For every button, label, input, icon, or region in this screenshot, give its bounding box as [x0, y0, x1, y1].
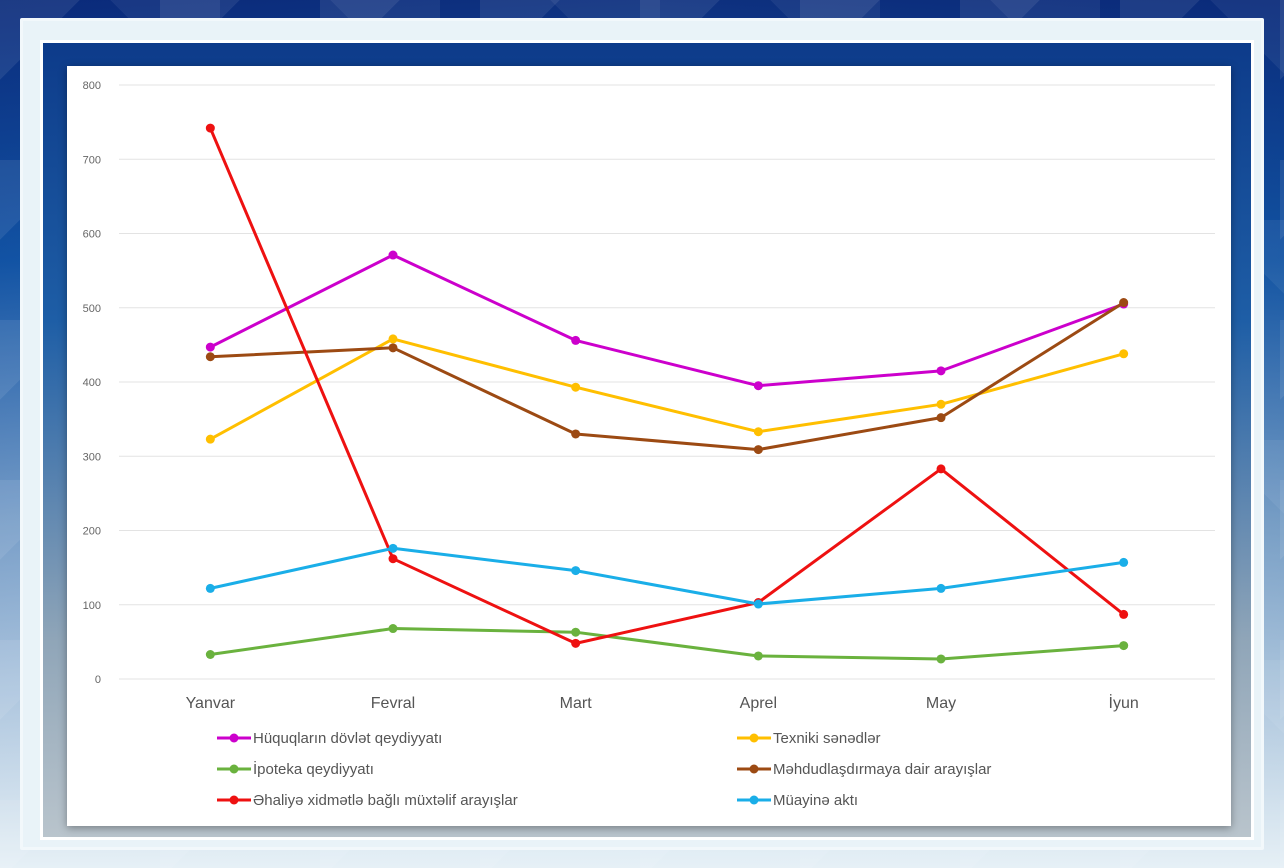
x-tick-label: Fevral: [371, 695, 415, 712]
x-tick-label: Aprel: [740, 695, 777, 712]
legend-label: Hüquqların dövlət qeydiyyatı: [253, 730, 442, 747]
y-tick-label: 200: [83, 526, 101, 538]
legend-label: Məhdudlaşdırmaya dair arayışlar: [773, 761, 991, 778]
series-line: [209, 546, 1124, 606]
data-point: [205, 342, 215, 352]
x-tick-label: Mart: [560, 695, 593, 712]
series-line: [209, 253, 1125, 388]
data-point: [936, 413, 946, 423]
series-line: [210, 301, 1125, 452]
data-point: [753, 651, 763, 661]
data-point: [936, 366, 946, 376]
legend-label: Texniki sənədlər: [773, 730, 881, 747]
y-tick-label: 600: [83, 229, 101, 241]
data-point: [1119, 609, 1129, 619]
legend-swatch-marker: [749, 795, 759, 805]
data-point: [1119, 641, 1129, 651]
legend-swatch-marker: [229, 795, 239, 805]
data-point: [936, 654, 946, 664]
series-line: [210, 627, 1124, 661]
y-tick-label: 400: [83, 377, 101, 389]
legend-swatch-marker: [229, 733, 239, 743]
data-point: [205, 352, 215, 362]
y-tick-label: 100: [83, 600, 101, 612]
data-point: [936, 399, 946, 409]
data-point: [388, 624, 398, 634]
x-tick-label: May: [926, 695, 956, 712]
data-point: [936, 583, 946, 593]
data-point: [1119, 557, 1129, 567]
data-point: [388, 343, 398, 353]
legend-swatch-marker: [749, 733, 759, 743]
y-tick-label: 0: [95, 674, 101, 686]
y-tick-label: 800: [83, 80, 101, 92]
legend-label: Əhaliyə xidmətlə bağlı müxtəlif arayışla…: [253, 792, 518, 809]
series-line: [208, 127, 1125, 645]
legend-swatch-marker: [229, 764, 239, 774]
legend-label: İpoteka qeydiyyatı: [253, 760, 374, 778]
legend-label: Müayinə aktı: [773, 792, 858, 809]
data-point: [571, 627, 581, 637]
data-point: [205, 123, 215, 133]
x-tick-label: Yanvar: [186, 695, 236, 712]
data-point: [1119, 298, 1129, 308]
data-point: [205, 434, 215, 444]
data-point: [753, 599, 763, 609]
data-point: [571, 429, 581, 439]
data-point: [571, 638, 581, 648]
x-tick-label: İyun: [1109, 693, 1139, 712]
data-point: [571, 566, 581, 576]
data-point: [936, 464, 946, 474]
data-point: [388, 543, 398, 553]
legend-swatch-marker: [749, 764, 759, 774]
data-point: [753, 427, 763, 437]
data-point: [571, 382, 581, 392]
data-point: [1119, 349, 1129, 359]
y-tick-label: 700: [83, 154, 101, 166]
data-point: [388, 334, 398, 344]
line-chart: 0 100 200 300 400 500 600 700 800 Yanvar Fevral Mar…: [83, 80, 1215, 809]
y-tick-label: 500: [83, 303, 101, 315]
data-point: [205, 583, 215, 593]
data-point: [753, 445, 763, 455]
data-point: [753, 381, 763, 391]
y-tick-label: 300: [83, 451, 101, 463]
series-line: [209, 337, 1125, 441]
data-point: [571, 335, 581, 345]
data-point: [205, 649, 215, 659]
data-point: [388, 554, 398, 564]
chart-card: 0 100 200 300 400 500 600 700 800 Yanvar Fevral Mar…: [67, 66, 1231, 826]
data-point: [388, 250, 398, 260]
